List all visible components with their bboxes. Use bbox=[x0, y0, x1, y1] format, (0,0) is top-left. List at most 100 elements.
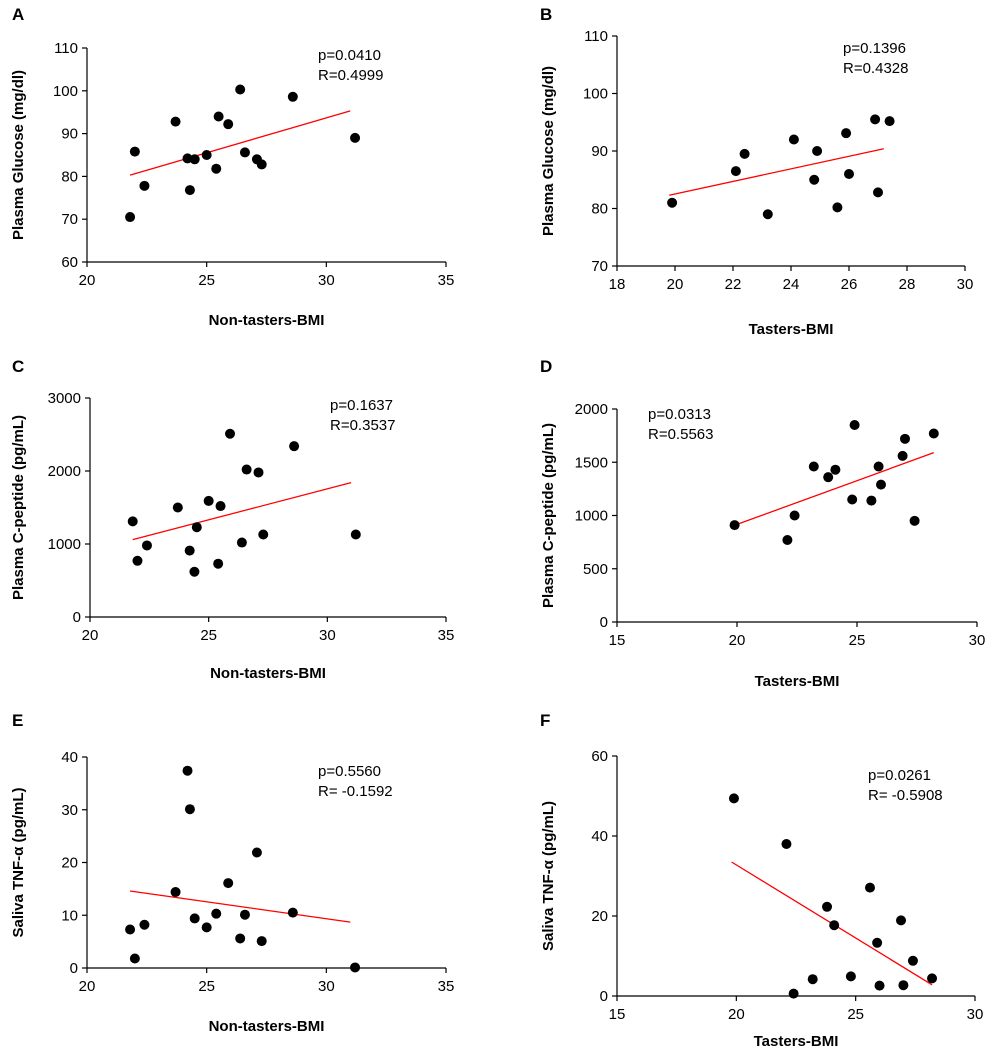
data-point bbox=[866, 495, 877, 506]
y-tick-label: 1000 bbox=[575, 508, 608, 525]
y-tick-label: 110 bbox=[54, 40, 78, 57]
y-tick-label: 30 bbox=[61, 802, 78, 819]
y-tick-label: 3000 bbox=[48, 390, 81, 407]
data-point bbox=[762, 209, 773, 220]
x-axis-title: Tasters-BMI bbox=[755, 673, 840, 690]
y-tick-label: 0 bbox=[600, 614, 608, 631]
x-tick-label: 22 bbox=[725, 276, 742, 293]
data-point bbox=[125, 212, 136, 223]
x-tick-label: 24 bbox=[783, 276, 800, 293]
data-point bbox=[728, 793, 739, 804]
r-value-label: R=0.4999 bbox=[318, 67, 383, 84]
p-value-label: p=0.1396 bbox=[843, 40, 906, 57]
y-tick-label: 60 bbox=[591, 748, 608, 765]
data-point bbox=[832, 202, 843, 213]
data-point bbox=[223, 878, 234, 889]
data-point bbox=[251, 847, 262, 858]
data-point bbox=[189, 913, 200, 924]
x-tick-label: 18 bbox=[609, 276, 626, 293]
y-tick-label: 40 bbox=[61, 749, 78, 766]
data-point bbox=[807, 974, 818, 985]
panel-e: E 20 25 30 35 0 10 20 30 40 Non-tasters-BMI Saliva … bbox=[10, 711, 454, 1035]
x-tick-label: 30 bbox=[318, 272, 335, 289]
p-value-label: p=0.1637 bbox=[330, 397, 393, 414]
data-point bbox=[841, 128, 852, 139]
x-tick-label: 15 bbox=[609, 1006, 626, 1023]
data-point bbox=[287, 91, 298, 102]
y-tick-label: 80 bbox=[591, 201, 608, 218]
data-point bbox=[211, 163, 222, 174]
data-point bbox=[350, 962, 361, 973]
r-value-label: R= -0.1592 bbox=[318, 783, 393, 800]
data-point bbox=[739, 148, 750, 159]
x-tick-label: 20 bbox=[79, 978, 96, 995]
data-point bbox=[822, 901, 833, 912]
x-tick-label: 25 bbox=[847, 1006, 864, 1023]
x-tick-label: 25 bbox=[849, 632, 866, 649]
data-point bbox=[900, 433, 910, 444]
data-point bbox=[239, 909, 250, 920]
x-tick-label: 25 bbox=[198, 272, 215, 289]
panel-letter: F bbox=[540, 711, 550, 730]
y-tick-label: 10 bbox=[61, 907, 78, 924]
x-tick-label: 35 bbox=[438, 978, 455, 995]
r-value-label: R=0.4328 bbox=[843, 60, 908, 77]
data-point bbox=[184, 185, 195, 196]
y-tick-label: 1000 bbox=[48, 536, 81, 553]
data-point bbox=[830, 464, 841, 475]
y-tick-label: 40 bbox=[591, 828, 608, 845]
x-tick-label: 26 bbox=[841, 276, 858, 293]
data-point bbox=[849, 419, 860, 430]
data-point bbox=[808, 461, 819, 472]
data-point bbox=[191, 522, 202, 533]
data-point bbox=[203, 495, 214, 506]
x-axis-title: Non-tasters-BMI bbox=[210, 665, 326, 682]
trend-line bbox=[669, 148, 884, 196]
data-point bbox=[350, 132, 361, 143]
data-point bbox=[170, 887, 181, 898]
x-axis-title: Non-tasters-BMI bbox=[209, 1018, 325, 1035]
data-point bbox=[829, 920, 840, 931]
p-value-label: p=0.5560 bbox=[318, 763, 381, 780]
y-tick-label: 0 bbox=[70, 960, 78, 977]
panel-f: F 15 20 25 30 0 20 40 60 Tasters-BMI Saliva TNF-α … bbox=[540, 711, 983, 1050]
x-tick-label: 30 bbox=[319, 627, 336, 644]
data-point bbox=[172, 502, 183, 513]
y-axis-title: Plasma Glucose (mg/dl) bbox=[540, 66, 557, 236]
data-point bbox=[845, 971, 856, 982]
data-point bbox=[225, 428, 236, 439]
data-point bbox=[211, 908, 222, 919]
x-tick-label: 30 bbox=[957, 276, 974, 293]
data-point bbox=[141, 540, 152, 551]
data-point bbox=[884, 116, 895, 127]
x-tick-label: 20 bbox=[667, 276, 684, 293]
x-tick-label: 20 bbox=[79, 272, 96, 289]
data-point bbox=[782, 534, 793, 545]
panel-letter: A bbox=[12, 5, 24, 24]
x-axis-title: Tasters-BMI bbox=[749, 321, 834, 338]
data-point bbox=[170, 116, 181, 127]
x-tick-label: 25 bbox=[198, 978, 215, 995]
r-value-label: R=0.5563 bbox=[648, 426, 713, 443]
panel-letter: D bbox=[540, 357, 552, 376]
x-tick-label: 30 bbox=[969, 632, 986, 649]
x-tick-label: 30 bbox=[318, 978, 335, 995]
y-tick-label: 500 bbox=[583, 561, 608, 578]
data-point bbox=[241, 464, 252, 475]
data-point bbox=[864, 882, 875, 893]
data-point bbox=[788, 134, 799, 145]
data-point bbox=[256, 936, 267, 947]
y-tick-label: 2000 bbox=[575, 401, 608, 418]
data-point bbox=[213, 558, 224, 569]
y-tick-label: 0 bbox=[600, 988, 608, 1005]
data-point bbox=[729, 520, 740, 531]
trend-line bbox=[129, 890, 351, 923]
data-point bbox=[876, 479, 886, 490]
y-tick-label: 80 bbox=[61, 168, 78, 185]
panel-letter: C bbox=[12, 357, 24, 376]
data-point bbox=[182, 765, 193, 776]
data-point bbox=[184, 545, 195, 556]
data-point bbox=[139, 919, 150, 930]
y-tick-label: 20 bbox=[591, 908, 608, 925]
x-tick-label: 20 bbox=[728, 1006, 745, 1023]
